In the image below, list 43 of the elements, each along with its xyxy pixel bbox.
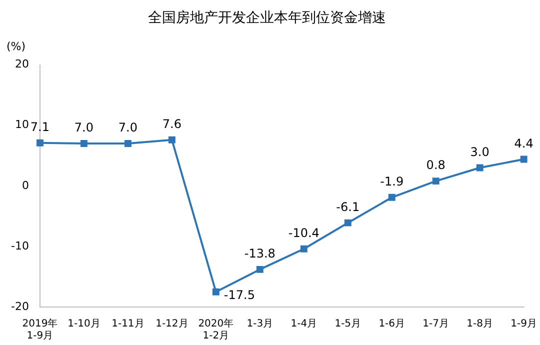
y-tick-label: 10	[14, 118, 29, 132]
point	[256, 266, 264, 273]
data-label: 0.8	[426, 158, 446, 172]
point	[432, 178, 440, 185]
x-tick-label: 1-9月	[510, 318, 538, 330]
point	[212, 288, 220, 296]
data-label: 7.0	[74, 120, 94, 135]
y-tick-label: -10	[11, 239, 29, 252]
x-tick-label: 2019年 1-9月	[22, 318, 58, 342]
data-label: 7.6	[162, 117, 182, 132]
x-tick-label: 1-7月	[422, 318, 450, 330]
y-axis-title: (%)	[6, 40, 26, 54]
data-label: 7.1	[30, 120, 50, 134]
data-label: 7.0	[118, 120, 138, 135]
x-tick-label: 1-11月	[112, 318, 144, 330]
y-tick-label: 20	[14, 58, 29, 71]
point	[36, 139, 44, 146]
point	[124, 140, 132, 147]
x-tick-label: 1-10月	[68, 318, 100, 330]
chart-title: 全国房地产开发企业本年到位资金增速	[148, 10, 386, 26]
x-tick-label: 1-3月	[246, 318, 274, 330]
x-tick-label: 2020年 1-2月	[198, 318, 234, 342]
point	[300, 245, 308, 252]
x-tick-label: 1-12月	[156, 318, 188, 330]
x-tick-label: 1-4月	[290, 318, 318, 330]
data-label: -1.9	[380, 174, 404, 189]
data-label: -17.5	[224, 288, 255, 302]
point	[476, 164, 484, 172]
point	[388, 194, 396, 201]
data-label: 3.0	[470, 144, 490, 159]
point	[80, 140, 88, 147]
data-label: -6.1	[336, 200, 360, 214]
point	[168, 136, 176, 144]
x-tick-label: 1-6月	[378, 318, 406, 330]
data-label: -13.8	[244, 246, 276, 261]
point	[520, 156, 528, 163]
y-tick-label: 0	[22, 178, 29, 192]
data-label: -10.4	[288, 226, 320, 240]
x-tick-label: 1-8月	[466, 318, 494, 330]
point	[344, 219, 352, 226]
x-tick-label: 1-5月	[334, 318, 362, 330]
data-label: 4.4	[514, 136, 534, 150]
y-tick-label: -20	[11, 300, 29, 313]
